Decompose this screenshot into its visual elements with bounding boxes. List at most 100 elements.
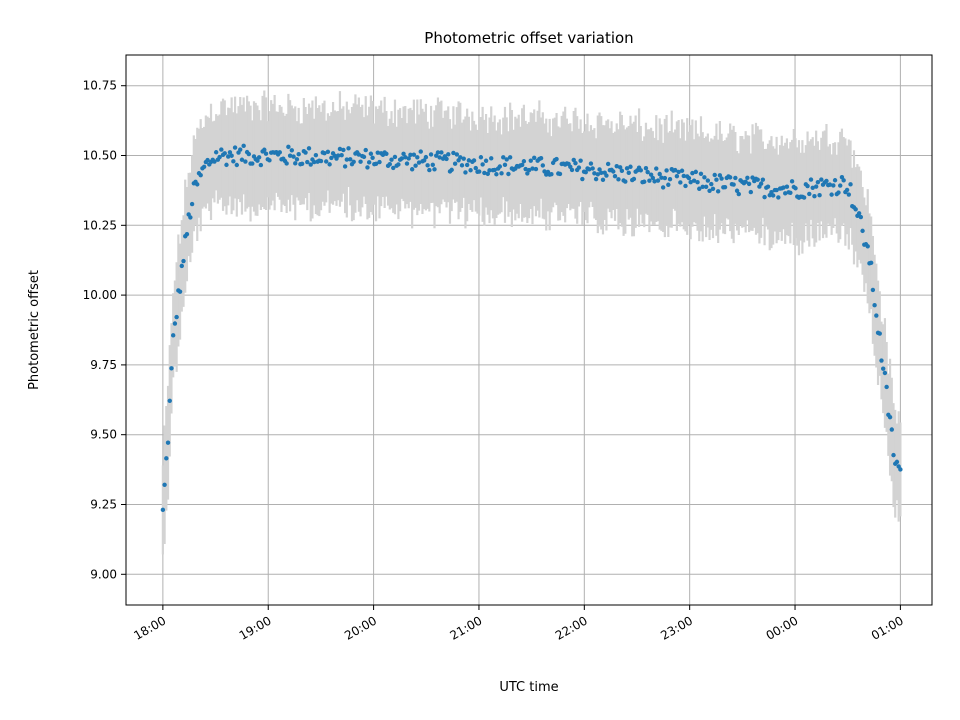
data-point: [831, 183, 836, 188]
data-point: [557, 171, 563, 177]
data-point: [212, 159, 217, 164]
data-point: [719, 176, 724, 181]
data-point: [781, 185, 786, 190]
data-point: [487, 168, 492, 173]
data-point: [805, 183, 810, 189]
data-point: [480, 162, 485, 167]
data-point: [810, 185, 815, 190]
data-point: [485, 171, 490, 177]
x-tick-label: 23:00: [658, 613, 695, 642]
data-point: [657, 171, 662, 177]
data-point: [306, 146, 312, 151]
data-point: [746, 181, 752, 187]
data-point: [733, 175, 738, 181]
data-point: [227, 150, 233, 155]
data-point: [293, 161, 298, 166]
data-point: [451, 150, 456, 156]
data-point: [597, 167, 602, 172]
data-point: [702, 175, 707, 180]
data-point: [580, 176, 585, 182]
data-point: [898, 467, 903, 472]
data-point: [762, 194, 767, 200]
data-point: [554, 156, 559, 162]
data-point: [409, 167, 415, 172]
data-point: [714, 177, 719, 182]
data-point: [655, 178, 661, 183]
data-point: [489, 156, 494, 161]
y-tick-label: 10.50: [83, 149, 117, 163]
data-point: [432, 167, 437, 172]
data-point: [819, 177, 824, 182]
data-point: [695, 179, 700, 185]
data-point: [612, 174, 618, 179]
data-point: [181, 258, 186, 264]
data-point: [593, 176, 599, 182]
data-point: [638, 168, 644, 173]
data-point: [690, 170, 695, 176]
data-point: [403, 155, 408, 160]
data-point: [361, 154, 367, 160]
data-point: [619, 168, 625, 174]
data-point: [628, 164, 633, 169]
data-point: [406, 156, 411, 161]
data-point: [813, 184, 819, 189]
data-point: [528, 158, 533, 163]
data-point: [617, 165, 623, 170]
x-tick-label: 18:00: [131, 613, 168, 642]
data-point: [530, 166, 535, 171]
data-point: [449, 167, 454, 173]
data-point: [458, 155, 463, 160]
data-point: [884, 384, 889, 390]
data-point: [829, 192, 834, 197]
data-point: [375, 150, 380, 155]
data-point: [707, 188, 712, 193]
data-point: [188, 215, 193, 220]
errorbar-layer: [161, 90, 902, 555]
data-point: [848, 182, 853, 187]
data-point: [497, 164, 503, 169]
data-point: [868, 260, 874, 266]
data-point: [205, 157, 210, 163]
data-point: [444, 156, 449, 162]
data-point: [717, 173, 723, 178]
data-point: [499, 171, 504, 176]
data-point: [578, 158, 583, 163]
data-point: [841, 178, 846, 183]
data-point: [631, 176, 637, 182]
data-point: [289, 148, 295, 153]
data-point: [308, 162, 313, 167]
data-point: [838, 183, 843, 188]
data-point: [466, 158, 472, 163]
data-point: [698, 171, 704, 177]
data-point: [427, 167, 432, 173]
x-tick-label: 01:00: [869, 613, 906, 642]
data-point: [167, 398, 172, 404]
data-point: [327, 162, 332, 167]
data-point: [195, 182, 200, 187]
data-point: [262, 147, 267, 152]
data-point: [784, 184, 790, 189]
data-point: [765, 184, 771, 189]
data-point: [507, 155, 513, 160]
data-point: [734, 188, 740, 193]
data-point: [506, 171, 511, 177]
data-point: [815, 179, 821, 185]
data-point: [492, 167, 497, 173]
data-point: [305, 159, 310, 165]
data-point: [783, 191, 788, 196]
y-tick-label: 9.75: [90, 358, 117, 372]
data-point: [267, 158, 272, 163]
data-point: [177, 289, 183, 294]
x-tick-label: 22:00: [553, 613, 590, 642]
data-point: [872, 303, 877, 308]
data-point: [731, 182, 736, 187]
data-point: [573, 160, 578, 166]
data-point: [776, 195, 781, 200]
data-point: [817, 193, 822, 198]
data-point: [164, 456, 169, 461]
y-tick-label: 9.00: [90, 567, 117, 581]
data-point: [198, 172, 203, 178]
data-point: [879, 358, 884, 363]
data-point: [793, 186, 798, 191]
